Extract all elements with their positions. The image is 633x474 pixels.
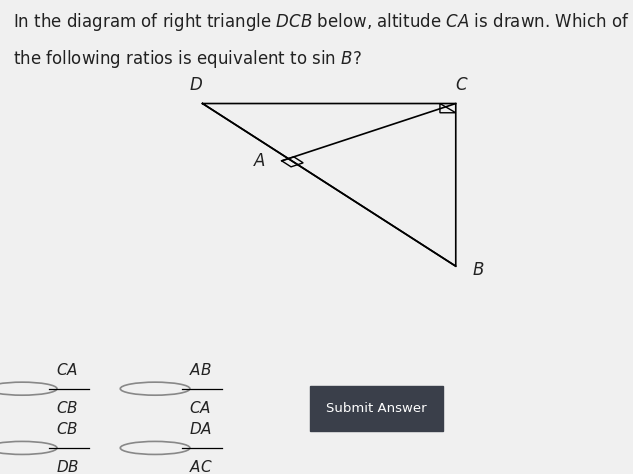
Text: $\mathit{B}$: $\mathit{B}$ (472, 261, 484, 279)
Text: the following ratios is equivalent to sin $\mathit{B}$?: the following ratios is equivalent to si… (13, 48, 361, 70)
Text: $\mathit{AC}$: $\mathit{AC}$ (189, 459, 213, 474)
Text: Submit Answer: Submit Answer (327, 402, 427, 415)
Text: $\mathit{CB}$: $\mathit{CB}$ (56, 421, 78, 437)
Text: $\mathit{D}$: $\mathit{D}$ (189, 76, 203, 94)
Text: $\mathit{CA}$: $\mathit{CA}$ (189, 400, 211, 416)
Text: $\mathit{CB}$: $\mathit{CB}$ (56, 400, 78, 416)
FancyBboxPatch shape (310, 386, 443, 431)
Text: $\mathit{C}$: $\mathit{C}$ (455, 76, 469, 94)
Text: $\mathit{DB}$: $\mathit{DB}$ (56, 459, 79, 474)
Text: $\mathit{CA}$: $\mathit{CA}$ (56, 362, 78, 378)
Text: In the diagram of right triangle $\mathit{DCB}$ below, altitude $\mathit{CA}$ is: In the diagram of right triangle $\mathi… (13, 11, 629, 33)
Text: $\mathit{A}$: $\mathit{A}$ (253, 152, 266, 170)
Text: $\mathit{DA}$: $\mathit{DA}$ (189, 421, 212, 437)
Text: $\mathit{AB}$: $\mathit{AB}$ (189, 362, 211, 378)
